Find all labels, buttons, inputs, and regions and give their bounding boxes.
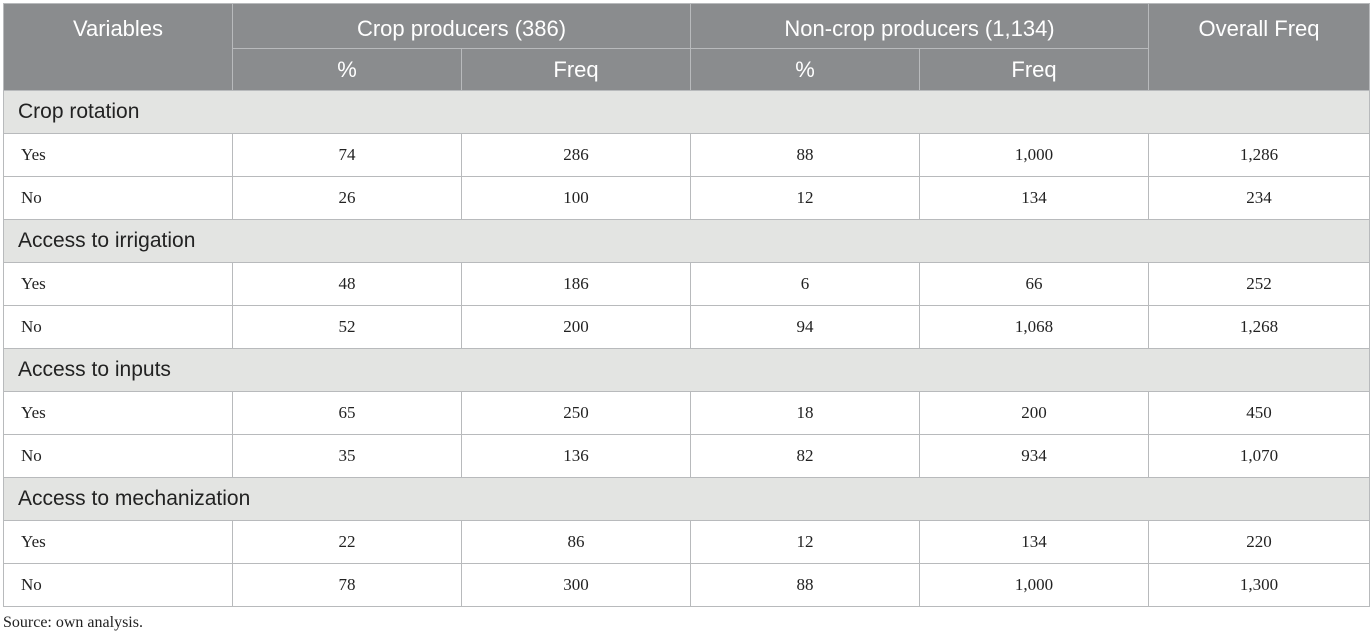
row-label: Yes	[3, 133, 233, 177]
noncrop-freq-cell: 1,068	[919, 305, 1150, 349]
noncrop-pct-cell: 94	[690, 305, 921, 349]
table-row: No 26 100 12 134 234	[3, 176, 1371, 220]
row-label: No	[3, 563, 233, 607]
row-label: Yes	[3, 520, 233, 564]
crop-freq-cell: 250	[460, 391, 692, 435]
crop-pct-cell: 48	[232, 262, 462, 306]
overall-freq-cell: 220	[1148, 520, 1371, 564]
crop-freq-cell: 136	[460, 434, 692, 478]
table-row: No 35 136 82 934 1,070	[3, 434, 1371, 478]
source-note: Source: own analysis.	[3, 614, 143, 631]
crop-pct-cell: 52	[232, 305, 462, 349]
header-non-crop-producers: Non-crop producers (1,134)	[690, 3, 1150, 49]
group-row: Access to mechanization	[2, 477, 1371, 521]
header-crop-producers: Crop producers (386)	[231, 3, 692, 49]
crop-pct-cell: 74	[232, 133, 462, 177]
header-crop-pct: %	[232, 48, 462, 91]
noncrop-freq-cell: 1,000	[919, 133, 1150, 177]
data-table: Variables Crop producers (386) Non-crop …	[2, 3, 1371, 607]
row-label: Yes	[3, 391, 233, 435]
crop-pct-cell: 78	[232, 563, 462, 607]
row-label: No	[3, 434, 233, 478]
overall-freq-cell: 450	[1148, 391, 1371, 435]
header-noncrop-pct: %	[690, 48, 921, 91]
table-row: Yes 22 86 12 134 220	[3, 520, 1371, 564]
table-row: Yes 65 250 18 200 450	[3, 391, 1371, 435]
overall-freq-cell: 1,300	[1148, 563, 1371, 607]
noncrop-pct-cell: 82	[690, 434, 921, 478]
row-label: Yes	[3, 262, 233, 306]
group-title: Access to mechanization	[2, 477, 1371, 521]
group-title: Access to irrigation	[2, 219, 1371, 263]
group-title: Crop rotation	[2, 90, 1371, 134]
group-row: Access to inputs	[2, 348, 1371, 392]
crop-freq-cell: 186	[460, 262, 692, 306]
overall-freq-cell: 234	[1148, 176, 1371, 220]
noncrop-freq-cell: 134	[919, 176, 1150, 220]
noncrop-pct-cell: 12	[690, 176, 921, 220]
table-row: Yes 74 286 88 1,000 1,286	[3, 133, 1371, 177]
crop-freq-cell: 86	[460, 520, 692, 564]
crop-freq-cell: 100	[460, 176, 692, 220]
group-title: Access to inputs	[2, 348, 1371, 392]
row-label: No	[3, 176, 233, 220]
noncrop-pct-cell: 12	[690, 520, 921, 564]
noncrop-pct-cell: 88	[690, 133, 921, 177]
table-row: No 52 200 94 1,068 1,268	[3, 305, 1371, 349]
header-crop-freq: Freq	[460, 48, 692, 91]
row-label: No	[3, 305, 233, 349]
overall-freq-cell: 252	[1148, 262, 1371, 306]
noncrop-freq-cell: 934	[919, 434, 1150, 478]
overall-freq-cell: 1,286	[1148, 133, 1371, 177]
noncrop-pct-cell: 88	[690, 563, 921, 607]
crop-pct-cell: 22	[232, 520, 462, 564]
group-row: Access to irrigation	[2, 219, 1371, 263]
crop-freq-cell: 300	[460, 563, 692, 607]
table-row: Yes 48 186 6 66 252	[3, 262, 1371, 306]
table-header: Variables Crop producers (386) Non-crop …	[3, 3, 1371, 91]
header-noncrop-freq: Freq	[919, 48, 1150, 91]
table-body: Crop rotation Yes 74 286 88 1,000 1,286 …	[2, 90, 1371, 607]
noncrop-freq-cell: 66	[919, 262, 1150, 306]
noncrop-freq-cell: 134	[919, 520, 1150, 564]
crop-pct-cell: 65	[232, 391, 462, 435]
table-row: No 78 300 88 1,000 1,300	[3, 563, 1371, 607]
crop-freq-cell: 200	[460, 305, 692, 349]
overall-freq-cell: 1,268	[1148, 305, 1371, 349]
noncrop-pct-cell: 6	[690, 262, 921, 306]
group-row: Crop rotation	[2, 90, 1371, 134]
noncrop-freq-cell: 200	[919, 391, 1150, 435]
header-variables: Variables	[3, 3, 233, 91]
overall-freq-cell: 1,070	[1148, 434, 1371, 478]
crop-pct-cell: 35	[232, 434, 462, 478]
crop-freq-cell: 286	[460, 133, 692, 177]
noncrop-pct-cell: 18	[690, 391, 921, 435]
header-overall-freq: Overall Freq	[1148, 3, 1371, 91]
crop-pct-cell: 26	[232, 176, 462, 220]
noncrop-freq-cell: 1,000	[919, 563, 1150, 607]
